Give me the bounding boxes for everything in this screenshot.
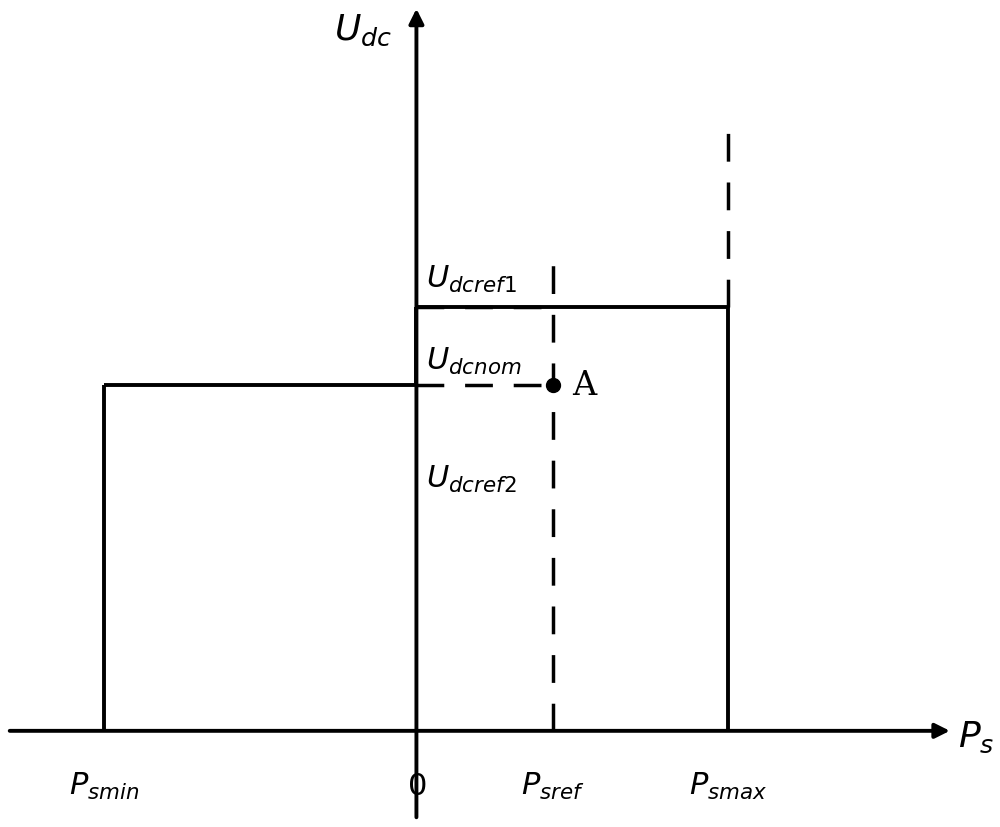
Text: $0$: $0$ — [407, 770, 426, 801]
Text: $U_{dcref1}$: $U_{dcref1}$ — [426, 263, 517, 294]
Text: $U_{dcref2}$: $U_{dcref2}$ — [426, 464, 517, 495]
Text: $P_{sref}$: $P_{sref}$ — [521, 770, 585, 801]
Text: A: A — [572, 370, 597, 402]
Text: $U_{dcnom}$: $U_{dcnom}$ — [426, 346, 522, 377]
Text: $P_{smin}$: $P_{smin}$ — [69, 770, 140, 801]
Text: $P_s$: $P_s$ — [958, 719, 994, 754]
Text: $P_{smax}$: $P_{smax}$ — [689, 770, 768, 801]
Text: $U_{dc}$: $U_{dc}$ — [334, 12, 392, 48]
